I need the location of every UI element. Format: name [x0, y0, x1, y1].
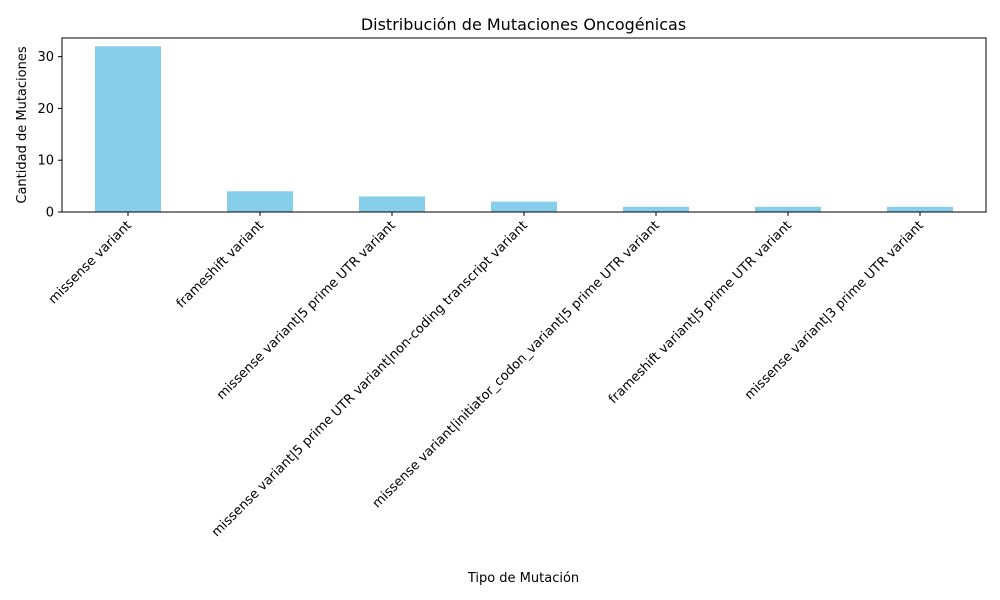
x-tick-label: missense variant|initiator_codon_variant… — [370, 218, 663, 511]
y-tick-label: 10 — [37, 154, 54, 169]
bar — [755, 206, 821, 212]
x-axis-label: Tipo de Mutación — [467, 571, 579, 586]
y-tick-label: 20 — [37, 102, 54, 117]
y-tick-label: 0 — [46, 206, 54, 221]
x-tick-label: frameshift variant — [174, 218, 267, 311]
y-axis-ticks: 0 10 20 30 — [37, 50, 62, 221]
bar — [95, 46, 161, 213]
y-axis-label: Cantidad de Mutaciones — [15, 46, 30, 203]
chart-title: Distribución de Mutaciones Oncogénicas — [361, 15, 686, 34]
bar — [227, 191, 293, 212]
plot-frame — [61, 37, 987, 213]
bar — [887, 206, 953, 212]
x-axis-ticks: missense variant frameshift variantmissen… — [46, 212, 927, 540]
x-tick-label: missense variant|5 prime UTR variant|non… — [209, 218, 531, 540]
bar — [623, 206, 689, 212]
x-tick-label: missense variant — [46, 218, 135, 307]
bar — [491, 201, 557, 212]
bars — [95, 46, 953, 213]
y-tick-label: 30 — [37, 50, 54, 65]
bar — [359, 196, 425, 212]
